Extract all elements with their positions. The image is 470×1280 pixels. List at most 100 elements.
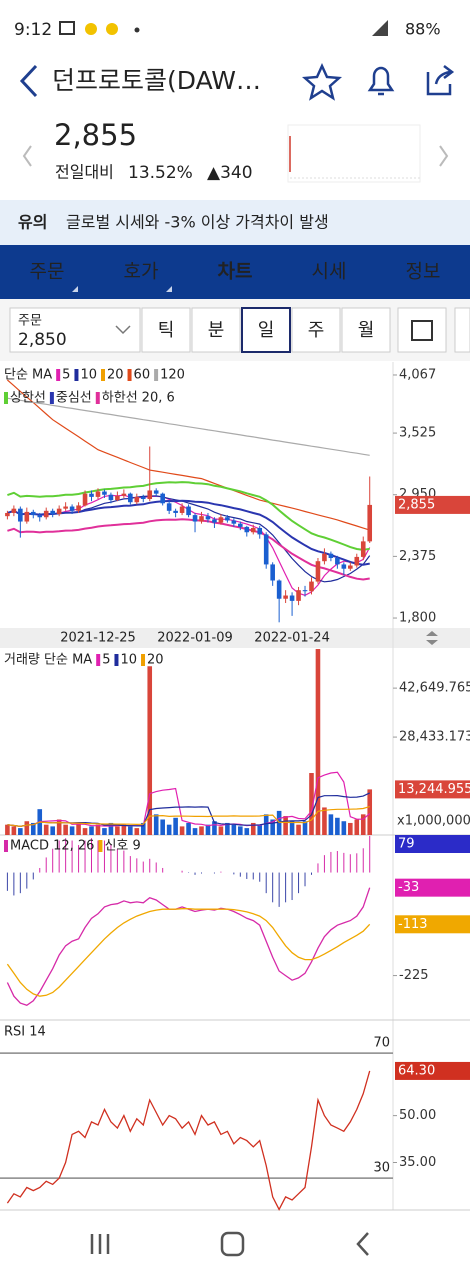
volume-ma-line [7,771,371,828]
legend-label: 상한선 [10,391,46,406]
signal-icon [372,20,388,36]
legend-swatch [141,654,146,666]
candle-body [186,506,191,516]
tab-bar [0,245,470,299]
candle-body [121,493,127,496]
tab[interactable]: 호가 [124,261,159,283]
period-label: 주 [308,320,325,341]
volume-bar [315,649,321,835]
legend-swatch [154,369,159,381]
status-icon [85,23,97,35]
candle-body [30,511,36,516]
volume-bar [205,824,211,835]
candle-body [328,553,334,558]
candle-body [315,561,321,582]
period-button[interactable] [141,307,191,353]
candle-body [296,590,301,601]
order-price: 2,850 [18,330,67,350]
share-button[interactable] [426,65,455,96]
volume-bar [95,824,101,835]
nav-recents[interactable] [90,1234,110,1254]
value-tag-label: 2,855 [398,497,435,512]
value-tag [395,915,470,934]
legend-label: 10 [80,368,97,383]
candle-body [250,527,256,533]
nav-back[interactable] [356,1232,369,1256]
period-button[interactable] [341,307,391,353]
value-tag [395,495,470,514]
tab[interactable]: 정보 [406,261,441,283]
volume-bar [24,821,30,835]
candle-body [128,493,133,503]
chart-title: RSI 14 [4,1025,46,1040]
volume-bar [244,828,250,835]
nav-home[interactable] [220,1231,245,1257]
candle-body [56,508,62,515]
candle-body [140,496,146,500]
volume-bar [63,824,68,835]
tab[interactable]: 차트 [218,261,253,283]
volume-bar [199,826,204,835]
legend-label: 하한선 [102,391,138,406]
resize-handle[interactable] [426,631,438,645]
alert-button[interactable] [367,66,395,96]
candle-body [108,494,114,501]
volume-bar [335,817,340,835]
legend-label: 5 [62,368,70,383]
change-label: 전일대비 [55,163,114,182]
envelope-line [7,518,370,581]
volume-bar [121,824,127,835]
legend-swatch [4,840,8,852]
more-button[interactable] [454,307,470,353]
tab-group: 주문 호가 차트 시세 정보 [30,261,441,292]
volume-bar [153,814,159,835]
candle-body [231,520,237,524]
rsi-line [6,1070,371,1211]
candle-body [205,516,211,520]
period-button[interactable] [291,307,341,353]
volume-bar [115,826,120,835]
volume-bar [218,826,224,835]
period-button[interactable] [191,307,241,353]
legend-label: 거래량 단순 MA [4,653,92,668]
envelope-line [7,499,370,566]
candle-body [69,506,75,511]
candle-body [238,523,243,527]
candle-body [283,595,288,599]
volume-bar [302,821,308,835]
candle-body [24,511,30,522]
volume-bar [69,826,75,835]
tab[interactable]: 시세 [312,261,347,283]
tab[interactable]: 주문 [30,261,65,283]
candle-body [192,515,198,522]
candle-body [341,564,347,569]
y-tick-label: 28,433.173 [399,730,470,745]
volume-bar [5,824,10,835]
volume-bar [367,789,373,835]
next-button[interactable] [439,145,449,167]
volume-bar [263,814,269,835]
volume-bar [166,824,172,835]
y-tick-label: -225 [399,968,429,983]
unit-label: x1,000,000 [397,814,470,829]
legend-swatch [127,369,132,381]
volume-bar [108,822,114,835]
candle-body [166,503,172,511]
candle-body [173,510,178,513]
back-button[interactable] [19,64,38,98]
y-tick-label: 1,800 [399,611,436,626]
legend-swatch [56,369,61,381]
candle-body [102,491,107,495]
volume-bar [160,819,165,835]
period-label: 월 [358,320,375,341]
favorite-button[interactable] [301,62,343,101]
period-button[interactable] [241,307,291,353]
notice-text: 글로벌 시세와 -3% 이상 가격차이 발생 [66,213,329,232]
prev-button[interactable] [22,145,32,167]
volume-bar [50,826,55,835]
candle-body [225,517,230,521]
settings-button[interactable] [397,307,447,353]
value-tag-label: -113 [398,917,428,932]
order-box[interactable] [9,307,141,353]
